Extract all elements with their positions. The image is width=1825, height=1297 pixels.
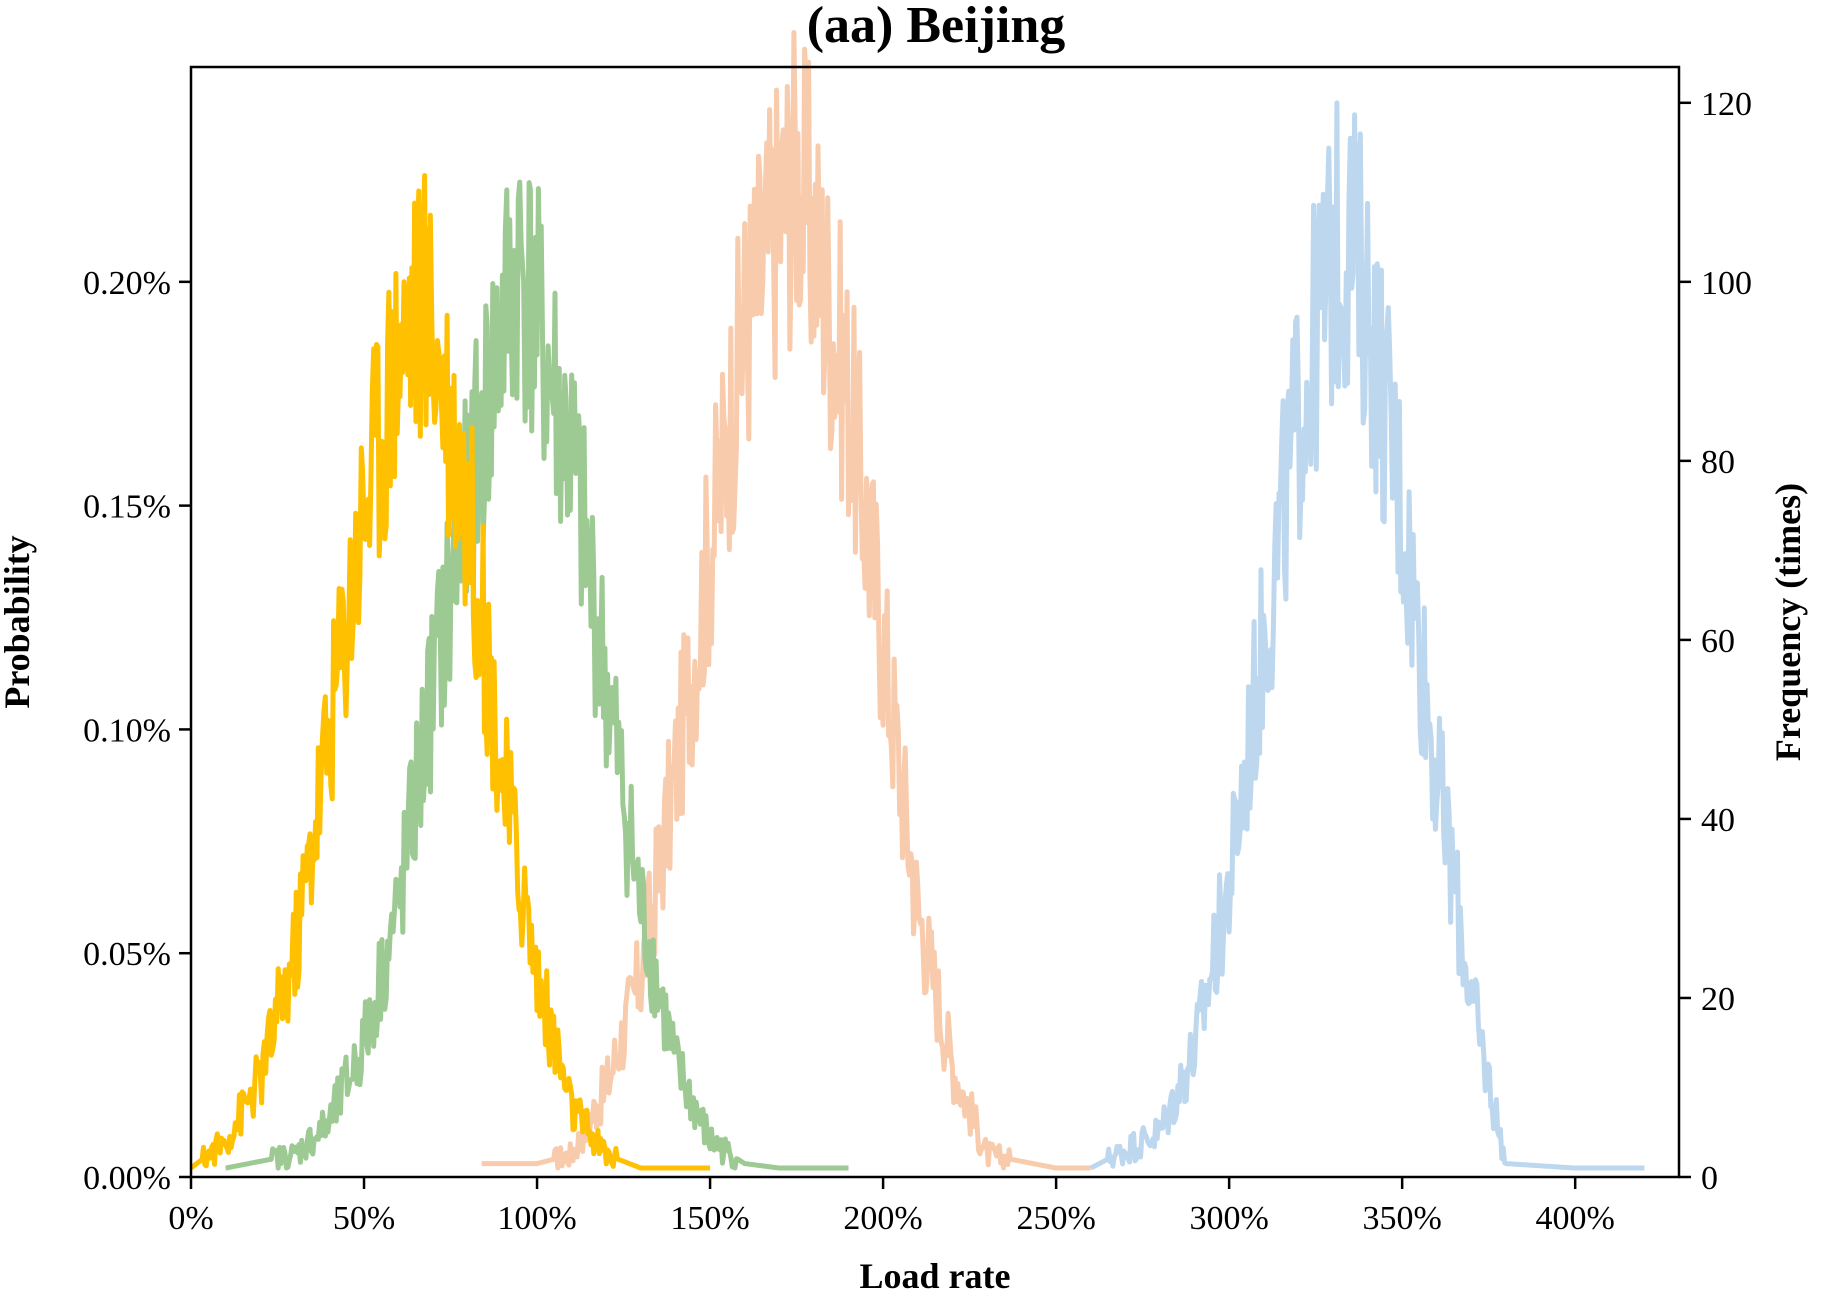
y-axis-left: 0.00% 0.05% 0.10% 0.15% 0.20% bbox=[83, 265, 191, 1197]
y-left-tick-label: 0.15% bbox=[83, 489, 171, 526]
series-layer bbox=[189, 30, 1646, 1171]
x-tick-label: 350% bbox=[1362, 1200, 1441, 1237]
plot-frame bbox=[189, 65, 1681, 1179]
x-tick-label: 150% bbox=[670, 1200, 749, 1237]
x-tick-label: 0% bbox=[168, 1200, 213, 1237]
y-left-tick-label: 0.00% bbox=[83, 1160, 171, 1197]
series-line-3 bbox=[224, 179, 850, 1171]
y-right-tick-label: 120 bbox=[1701, 86, 1752, 123]
y-right-tick-label: 20 bbox=[1701, 981, 1735, 1018]
x-tick-label: 300% bbox=[1189, 1200, 1268, 1237]
series-line-2 bbox=[1089, 100, 1646, 1171]
x-tick-label: 50% bbox=[333, 1200, 395, 1237]
y-left-tick-label: 0.10% bbox=[83, 712, 171, 749]
y-right-tick-label: 0 bbox=[1701, 1160, 1718, 1197]
x-tick-label: 200% bbox=[843, 1200, 922, 1237]
y-left-tick-label: 0.20% bbox=[83, 265, 171, 302]
series-line-4 bbox=[189, 173, 712, 1171]
y-right-tick-label: 60 bbox=[1701, 623, 1735, 660]
y-axis-right-title: Frequency (times) bbox=[1768, 483, 1808, 761]
y-axis-right: 0 20 40 60 80 100 120 bbox=[1679, 86, 1752, 1197]
x-tick-label: 100% bbox=[497, 1200, 576, 1237]
x-axis-title: Load rate bbox=[860, 1256, 1011, 1296]
series-line-1 bbox=[480, 30, 1092, 1171]
y-right-tick-label: 80 bbox=[1701, 444, 1735, 481]
y-left-tick-label: 0.05% bbox=[83, 936, 171, 973]
x-axis: 0% 50% 100% 150% 200% 250% 300% 350% 400% bbox=[168, 1177, 1615, 1237]
y-right-tick-label: 40 bbox=[1701, 802, 1735, 839]
x-tick-label: 250% bbox=[1016, 1200, 1095, 1237]
chart-title: (aa) Beijing bbox=[807, 0, 1066, 54]
x-tick-label: 400% bbox=[1536, 1200, 1615, 1237]
y-right-tick-label: 100 bbox=[1701, 265, 1752, 302]
y-axis-left-title: Probability bbox=[0, 535, 37, 708]
